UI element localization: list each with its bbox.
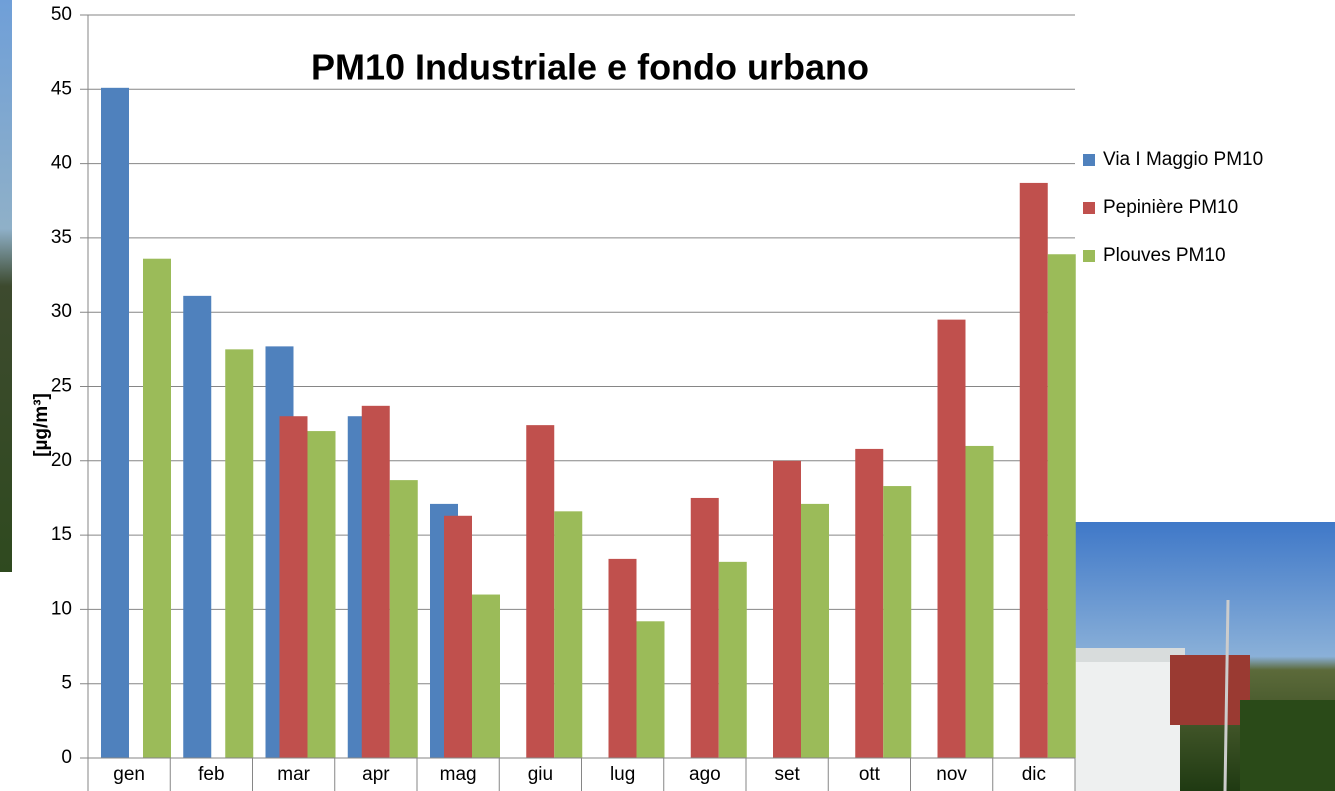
- bar: [183, 296, 211, 758]
- legend-swatch: [1083, 250, 1095, 262]
- x-tick-label: lug: [610, 764, 635, 785]
- y-tick-label: 5: [61, 673, 72, 694]
- bar: [444, 516, 472, 758]
- y-tick-label: 15: [51, 524, 72, 545]
- bar: [362, 406, 390, 758]
- bar: [143, 259, 171, 758]
- y-tick-label: 45: [51, 78, 72, 99]
- x-tick-label: giu: [528, 764, 553, 785]
- y-tick-label: 25: [51, 376, 72, 397]
- x-tick-label: gen: [113, 764, 145, 785]
- bar: [938, 320, 966, 758]
- bar: [609, 559, 637, 758]
- x-tick-label: ago: [689, 764, 721, 785]
- legend-swatch: [1083, 202, 1095, 214]
- bar: [1048, 254, 1076, 758]
- photo: [1075, 522, 1335, 791]
- y-axis-label: [µg/m³]: [31, 393, 52, 457]
- y-tick-label: 50: [51, 4, 72, 25]
- x-tick-label: mag: [440, 764, 477, 785]
- y-tick-label: 10: [51, 598, 72, 619]
- bar: [554, 511, 582, 758]
- x-tick-label: nov: [936, 764, 967, 785]
- y-tick-label: 0: [61, 747, 72, 768]
- bar: [637, 621, 665, 758]
- bar: [1020, 183, 1048, 758]
- bar: [390, 480, 418, 758]
- legend-swatch: [1083, 154, 1095, 166]
- bar: [308, 431, 336, 758]
- legend-label: Via I Maggio PM10: [1103, 149, 1263, 170]
- bar: [526, 425, 554, 758]
- bar: [225, 349, 253, 758]
- y-tick-label: 35: [51, 227, 72, 248]
- legend-label: Plouves PM10: [1103, 245, 1226, 266]
- x-tick-label: set: [774, 764, 800, 785]
- bar: [719, 562, 747, 758]
- bar: [801, 504, 829, 758]
- x-tick-label: dic: [1022, 764, 1046, 785]
- chart-title: PM10 Industriale e fondo urbano: [311, 47, 869, 88]
- photo: [0, 0, 12, 572]
- bar: [883, 486, 911, 758]
- bar: [855, 449, 883, 758]
- x-tick-label: feb: [198, 764, 224, 785]
- bar: [966, 446, 994, 758]
- bar: [101, 88, 129, 758]
- x-tick-label: mar: [277, 764, 310, 785]
- bar: [773, 461, 801, 758]
- chart: PM10 Industriale e fondo urbano [µg/m³] …: [0, 0, 1335, 791]
- x-tick-label: ott: [859, 764, 881, 785]
- y-tick-label: 40: [51, 153, 72, 174]
- bar: [472, 595, 500, 758]
- y-tick-label: 30: [51, 301, 72, 322]
- legend-label: Pepinière PM10: [1103, 197, 1238, 218]
- y-tick-label: 20: [51, 450, 72, 471]
- x-tick-label: apr: [362, 764, 390, 785]
- bar: [280, 416, 308, 758]
- bar: [691, 498, 719, 758]
